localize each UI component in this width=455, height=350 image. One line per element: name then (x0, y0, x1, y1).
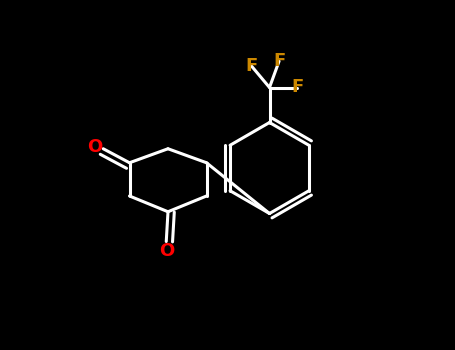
Text: O: O (87, 138, 102, 156)
Text: F: F (273, 52, 285, 70)
Text: F: F (245, 57, 258, 75)
Text: O: O (159, 242, 174, 260)
Text: F: F (291, 78, 303, 97)
